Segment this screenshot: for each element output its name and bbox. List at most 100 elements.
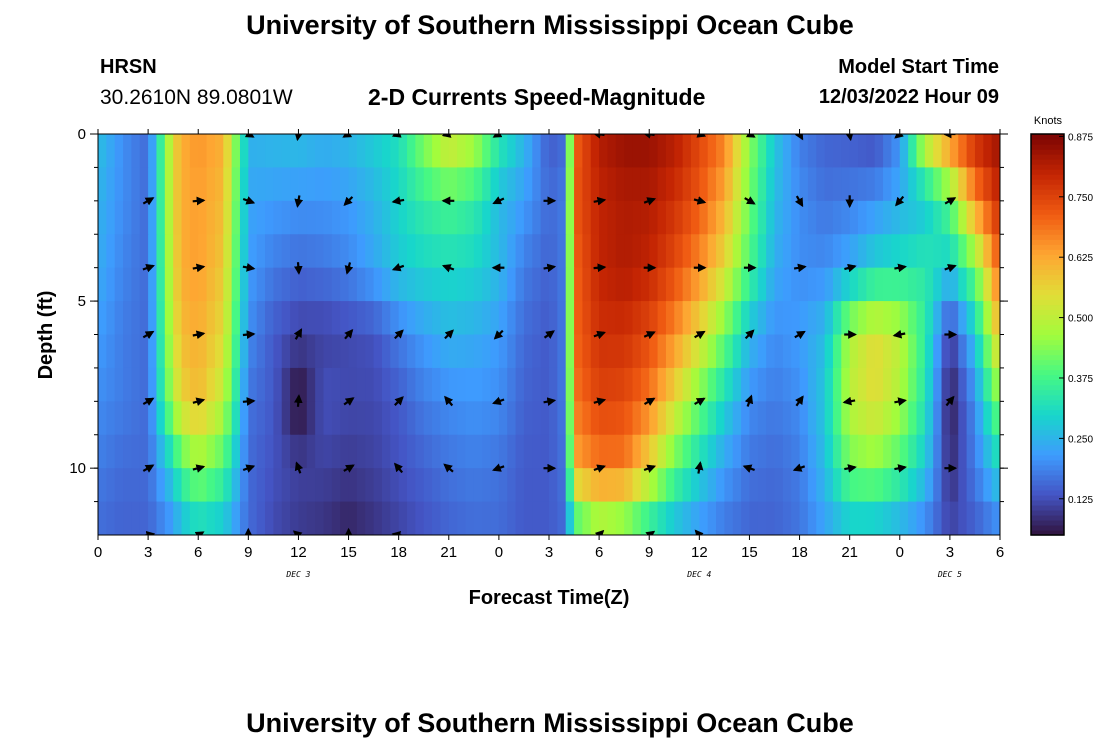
heatmap-cell	[98, 468, 107, 503]
heatmap-cell	[306, 334, 316, 369]
heatmap-cell	[298, 134, 308, 169]
current-vector-arrow	[591, 134, 605, 139]
colorbar-swatch	[1031, 224, 1064, 230]
heatmap-cell	[373, 401, 383, 436]
heatmap-cell	[248, 301, 258, 336]
current-vector-arrow	[343, 196, 354, 206]
heatmap-cell	[532, 267, 542, 302]
colorbar-swatch	[1031, 479, 1064, 486]
heatmap-cell	[766, 234, 776, 269]
heatmap-cell	[816, 167, 826, 202]
heatmap-cell	[941, 334, 951, 369]
heatmap-cell	[757, 167, 767, 202]
heatmap-cell	[173, 334, 183, 369]
colorbar-swatch	[1031, 179, 1064, 185]
heatmap-cell	[974, 334, 984, 369]
heatmap-cell	[782, 401, 792, 436]
heatmap-cell	[448, 200, 458, 235]
colorbar-swatch	[1031, 329, 1064, 336]
heatmap-cell	[457, 134, 467, 169]
heatmap-cell	[908, 468, 918, 503]
heatmap-cell	[632, 167, 642, 202]
heatmap-cell	[373, 167, 383, 202]
heatmap-cell	[991, 267, 1000, 302]
heatmap-cell	[858, 401, 867, 436]
heatmap-cell	[214, 301, 224, 336]
heatmap-cell	[164, 200, 174, 235]
heatmap-cell	[624, 234, 634, 269]
heatmap-cell	[624, 401, 634, 436]
heatmap-cell	[632, 334, 642, 369]
heatmap-cell	[874, 200, 884, 235]
heatmap-cell	[198, 401, 208, 436]
current-vector-arrow	[492, 396, 505, 405]
heatmap-cell	[139, 301, 149, 336]
heatmap-cell	[607, 134, 617, 169]
heatmap-cell	[498, 501, 508, 535]
heatmap-cell	[807, 200, 817, 235]
heatmap-cell	[432, 200, 442, 235]
heatmap-cell	[741, 434, 751, 469]
heatmap-cell	[290, 334, 300, 369]
heatmap-cell	[899, 468, 909, 503]
heatmap-cell	[498, 334, 508, 369]
colorbar-swatch	[1031, 379, 1064, 386]
heatmap-cell	[465, 200, 475, 235]
current-vector-arrow	[844, 464, 857, 473]
heatmap-cells	[98, 134, 1000, 535]
current-vectors	[142, 134, 958, 535]
heatmap-cell	[615, 501, 625, 535]
heatmap-cell	[949, 501, 959, 535]
heatmap-cell	[423, 334, 433, 369]
heatmap-cell	[841, 267, 851, 302]
heatmap-cell	[265, 234, 274, 269]
heatmap-cell	[156, 267, 166, 302]
heatmap-cell	[624, 267, 634, 302]
heatmap-cell	[657, 167, 667, 202]
heatmap-cell	[490, 401, 500, 436]
heatmap-cell	[206, 468, 216, 503]
heatmap-cell	[674, 501, 684, 535]
heatmap-cell	[523, 501, 533, 535]
heatmap-cell	[457, 200, 467, 235]
current-vector-arrow	[892, 329, 906, 339]
heatmap-cell	[148, 468, 158, 503]
heatmap-cell	[490, 200, 500, 235]
heatmap-cell	[757, 501, 767, 535]
heatmap-cell	[874, 134, 884, 169]
heatmap-cell	[231, 301, 241, 336]
heatmap-cell	[432, 401, 442, 436]
x-tick-label: 6	[194, 544, 202, 561]
heatmap-cell	[331, 468, 341, 503]
heatmap-cell	[315, 234, 325, 269]
heatmap-cell	[373, 334, 383, 369]
heatmap-cell	[265, 167, 274, 202]
heatmap-cell	[98, 501, 107, 535]
heatmap-cell	[557, 301, 567, 336]
heatmap-cell	[690, 367, 700, 402]
heatmap-cell	[832, 334, 842, 369]
heatmap-cell	[574, 468, 584, 503]
heatmap-cell	[924, 468, 934, 503]
heatmap-cell	[807, 501, 817, 535]
heatmap-cell	[991, 367, 1000, 402]
heatmap-cell	[390, 401, 400, 436]
heatmap-cell	[657, 234, 667, 269]
heatmap-cell	[248, 468, 258, 503]
heatmap-cell	[640, 200, 650, 235]
heatmap-cell	[214, 134, 224, 169]
heatmap-cell	[356, 334, 366, 369]
heatmap-cell	[774, 468, 784, 503]
heatmap-cell	[615, 134, 625, 169]
heatmap-cell	[732, 200, 742, 235]
heatmap-cell	[123, 434, 133, 469]
heatmap-cell	[173, 434, 183, 469]
heatmap-cell	[507, 501, 517, 535]
current-vector-arrow	[444, 329, 454, 340]
heatmap-cell	[381, 167, 391, 202]
y-axis-label: Depth (ft)	[35, 291, 57, 380]
heatmap-cell	[924, 501, 934, 535]
heatmap-cell	[774, 167, 784, 202]
heatmap-cell	[415, 434, 425, 469]
heatmap-cell	[791, 434, 801, 469]
